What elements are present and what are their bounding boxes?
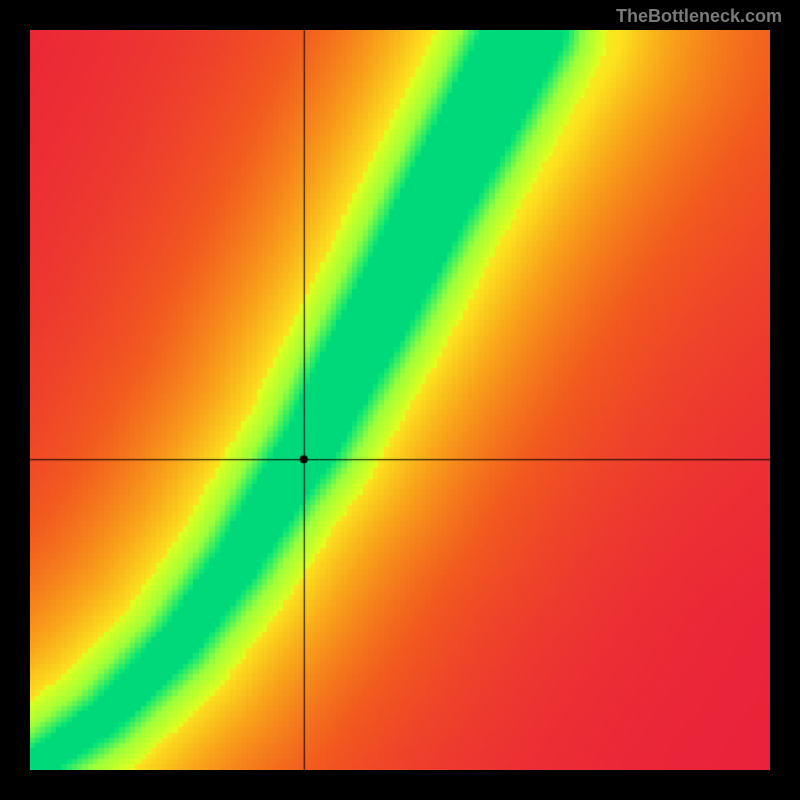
bottleneck-heatmap (30, 30, 770, 770)
watermark-text: TheBottleneck.com (616, 6, 782, 27)
heatmap-canvas (30, 30, 770, 770)
